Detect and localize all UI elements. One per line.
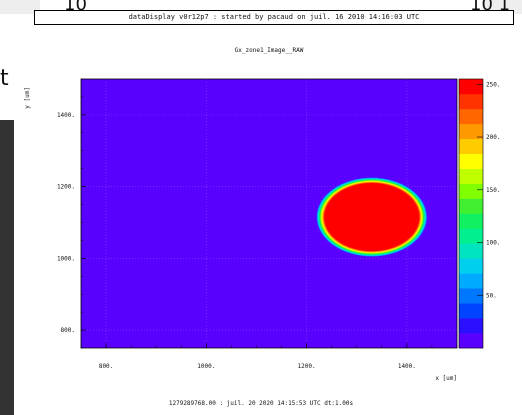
y-axis-tick-label: 1400. — [57, 112, 75, 119]
heatmap-spot-ring — [324, 183, 420, 252]
y-axis-tick-label: 800. — [61, 327, 75, 334]
y-axis-tick-label: 1000. — [57, 255, 75, 262]
plot-frame — [80, 78, 458, 349]
colorbar-segment — [459, 258, 483, 274]
x-axis-label: x [um] — [435, 375, 457, 382]
x-axis-tick-label: 1400. — [398, 363, 416, 370]
colorbar-segment — [459, 198, 483, 214]
colorbar-segment — [459, 318, 483, 334]
colorbar-frame — [458, 78, 484, 349]
x-axis-tick-label: 1000. — [197, 363, 215, 370]
y-axis-label: y [um] — [24, 87, 31, 109]
colorbar-tick-label: 100. — [486, 240, 500, 247]
colorbar-tick-label: 250. — [486, 81, 500, 88]
background-window-corner — [0, 0, 40, 14]
colorbar-segment — [459, 123, 483, 140]
x-axis-tick-label: 1200. — [298, 363, 316, 370]
colorbar-tick-label: 150. — [486, 187, 500, 194]
colorbar-segment — [459, 108, 483, 125]
colorbar-segment — [459, 153, 483, 169]
colorbar-segment — [459, 183, 483, 199]
colorbar-segment — [459, 303, 483, 319]
colorbar-segment — [459, 333, 483, 349]
background-dark-panel — [0, 120, 14, 415]
colorbar-segment — [459, 273, 483, 289]
y-axis-tick-label: 1200. — [57, 184, 75, 191]
footer-timestamp: 1279289768.00 : juil. 20 2020 14:15:53 U… — [169, 400, 354, 407]
colorbar-tick-label: 200. — [486, 134, 500, 141]
x-axis-tick-label: 800. — [99, 363, 113, 370]
chart-title: Gx_zone1_Image__RAW — [235, 47, 304, 54]
window-title-bar[interactable]: dataDisplay v0r12p7 : started by pacaud … — [34, 10, 514, 25]
colorbar-tick-label: 50. — [486, 292, 497, 299]
colorbar-segment — [459, 213, 483, 229]
colorbar-segment — [459, 168, 483, 184]
background-text-fragment: t — [0, 66, 9, 91]
colorbar-segment — [459, 138, 483, 155]
colorbar-segment — [459, 93, 483, 110]
colorbar-segment — [459, 288, 483, 304]
colorbar-segment — [459, 243, 483, 259]
colorbar-segment — [459, 228, 483, 244]
colorbar-segment — [459, 79, 483, 95]
